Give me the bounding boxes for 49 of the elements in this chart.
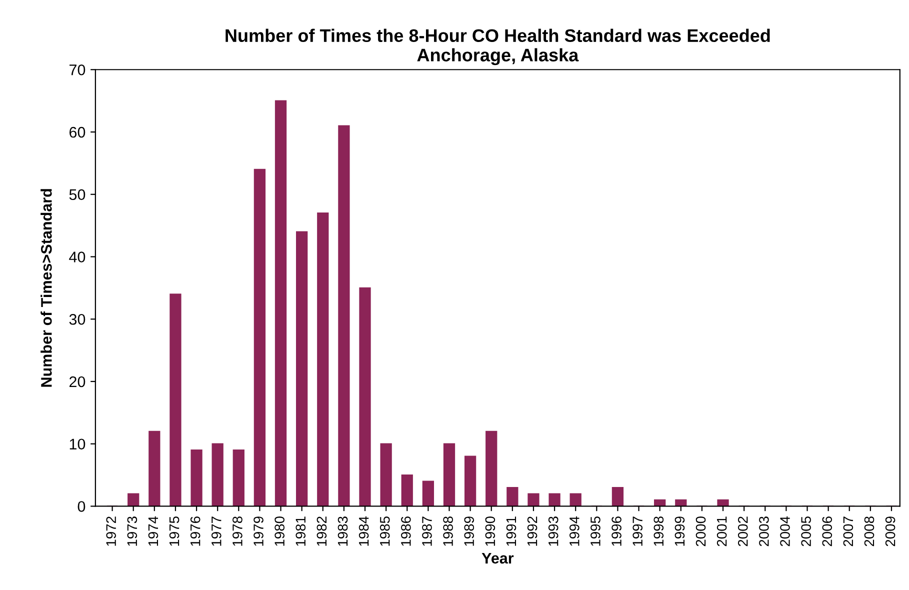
x-tick-label: 1977 bbox=[211, 516, 222, 546]
x-tick-label: 1998 bbox=[654, 516, 664, 546]
y-tick-label: 60 bbox=[70, 126, 86, 138]
x-tick-label: 2003 bbox=[759, 516, 769, 546]
x-tick-label: 2005 bbox=[801, 516, 811, 546]
x-tick-label: 1990 bbox=[485, 516, 496, 546]
x-tick-label: 2004 bbox=[780, 516, 790, 546]
x-tick-label: 1987 bbox=[422, 516, 432, 546]
x-tick-label: 1999 bbox=[674, 516, 685, 546]
x-tick-label: 1995 bbox=[590, 516, 600, 546]
x-tick-label: 1992 bbox=[527, 516, 538, 546]
x-tick-label: 1988 bbox=[443, 516, 453, 546]
x-tick-label: 1978 bbox=[232, 516, 242, 546]
x-tick-label: 2008 bbox=[864, 516, 874, 546]
x-tick-label: 1986 bbox=[401, 516, 411, 546]
x-tick-label: 2007 bbox=[843, 516, 854, 546]
x-tick-label: 1983 bbox=[338, 516, 348, 546]
y-tick-label: 70 bbox=[70, 64, 86, 76]
x-tick-label: 1981 bbox=[296, 516, 306, 546]
x-tick-label: 2009 bbox=[885, 516, 896, 546]
x-tick-label: 1974 bbox=[148, 516, 158, 546]
y-tick-label: 10 bbox=[70, 438, 86, 450]
y-tick-label: 50 bbox=[69, 189, 86, 200]
x-tick-label: 2002 bbox=[738, 516, 748, 546]
x-tick-label: 1979 bbox=[254, 516, 264, 546]
x-tick-label: 1980 bbox=[274, 516, 284, 546]
x-axis-title: Year bbox=[482, 552, 514, 564]
y-tick-label: 0 bbox=[78, 501, 86, 512]
chart-title: Number of Times the 8-Hour CO Health Standard was Exceeded Anchorage, Alaska bbox=[226, 28, 770, 66]
x-tick-label: 1991 bbox=[506, 516, 516, 546]
x-tick-label: 2001 bbox=[716, 516, 727, 546]
y-tick-label: 40 bbox=[69, 252, 86, 262]
x-tick-label: 1989 bbox=[464, 516, 474, 546]
x-tick-label: 1994 bbox=[569, 516, 580, 546]
y-axis-title: Number of Times>Standard bbox=[40, 189, 52, 387]
x-tick-label: 1982 bbox=[316, 516, 327, 546]
x-tick-label: 1996 bbox=[612, 516, 622, 546]
x-tick-label: 1973 bbox=[127, 516, 138, 546]
x-tick-label: 1975 bbox=[169, 516, 180, 546]
x-tick-label: 1985 bbox=[380, 516, 390, 546]
y-tick-label: 20 bbox=[70, 376, 86, 388]
x-tick-label: 1976 bbox=[190, 516, 200, 546]
x-tick-label: 2000 bbox=[696, 516, 706, 546]
x-tick-label: 1993 bbox=[548, 516, 558, 546]
x-tick-label: 1984 bbox=[358, 516, 369, 546]
x-tick-label: 1997 bbox=[632, 516, 643, 546]
x-tick-label: 1972 bbox=[106, 516, 116, 546]
x-tick-label: 2006 bbox=[822, 516, 832, 546]
y-tick-label: 30 bbox=[69, 314, 86, 325]
